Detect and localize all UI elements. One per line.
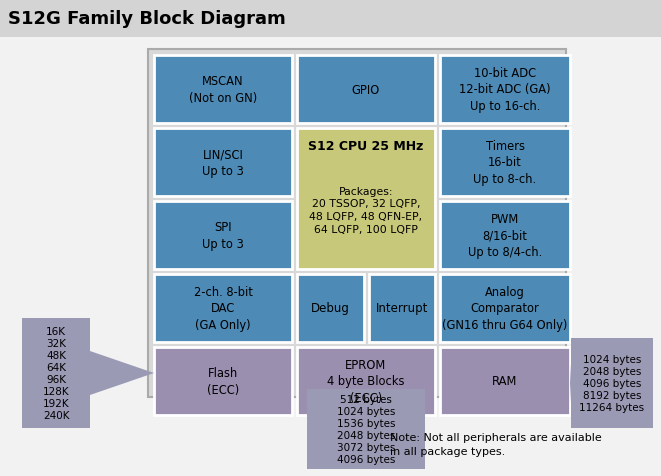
Bar <box>571 338 653 428</box>
Text: S12G Family Block Diagram: S12G Family Block Diagram <box>8 10 286 28</box>
Text: S12 CPU 25 MHz: S12 CPU 25 MHz <box>308 140 424 153</box>
Text: GPIO: GPIO <box>352 83 380 96</box>
Bar <box>154 129 292 197</box>
Text: Interrupt: Interrupt <box>375 302 428 315</box>
Text: 512 bytes
1024 bytes
1536 bytes
2048 bytes
3072 bytes
4096 bytes: 512 bytes 1024 bytes 1536 bytes 2048 byt… <box>336 394 395 464</box>
Bar <box>440 56 570 124</box>
Text: 10-bit ADC
12-bit ADC (GA)
Up to 16-ch.: 10-bit ADC 12-bit ADC (GA) Up to 16-ch. <box>459 67 551 113</box>
Text: Flash
(ECC): Flash (ECC) <box>207 367 239 396</box>
Text: PWM
8/16-bit
Up to 8/4-ch.: PWM 8/16-bit Up to 8/4-ch. <box>468 213 542 258</box>
Polygon shape <box>570 363 571 403</box>
Text: Debug: Debug <box>311 302 350 315</box>
Text: 1024 bytes
2048 bytes
4096 bytes
8192 bytes
11264 bytes: 1024 bytes 2048 bytes 4096 bytes 8192 by… <box>580 354 644 412</box>
Bar <box>307 389 425 469</box>
Text: MSCAN
(Not on GN): MSCAN (Not on GN) <box>189 75 257 105</box>
Bar <box>154 56 292 124</box>
Text: Note: Not all peripherals are available
in all package types.: Note: Not all peripherals are available … <box>390 433 602 456</box>
Text: RAM: RAM <box>492 375 518 387</box>
Bar <box>440 347 570 415</box>
Text: Timers
16-bit
Up to 8-ch.: Timers 16-bit Up to 8-ch. <box>473 140 537 186</box>
Bar <box>297 347 435 415</box>
Bar <box>297 275 364 342</box>
Text: EPROM
4 byte Blocks
(ECC): EPROM 4 byte Blocks (ECC) <box>327 358 405 404</box>
Bar <box>154 201 292 269</box>
Bar <box>440 201 570 269</box>
Polygon shape <box>90 351 154 395</box>
Text: SPI
Up to 3: SPI Up to 3 <box>202 221 244 250</box>
Text: Packages:
20 TSSOP, 32 LQFP,
48 LQFP, 48 QFN-EP,
64 LQFP, 100 LQFP: Packages: 20 TSSOP, 32 LQFP, 48 LQFP, 48… <box>309 186 422 235</box>
Bar <box>368 275 435 342</box>
Bar <box>148 50 566 397</box>
Bar <box>440 275 570 342</box>
Text: 2-ch. 8-bit
DAC
(GA Only): 2-ch. 8-bit DAC (GA Only) <box>194 286 253 331</box>
Bar <box>154 347 292 415</box>
Text: 16K
32K
48K
64K
96K
128K
192K
240K: 16K 32K 48K 64K 96K 128K 192K 240K <box>43 327 69 420</box>
Bar <box>297 56 435 124</box>
Bar <box>0 0 661 38</box>
Bar <box>22 318 90 428</box>
Text: LIN/SCI
Up to 3: LIN/SCI Up to 3 <box>202 148 244 178</box>
Text: Analog
Comparator
(GN16 thru G64 Only): Analog Comparator (GN16 thru G64 Only) <box>442 286 568 331</box>
Bar <box>440 129 570 197</box>
Polygon shape <box>336 389 396 415</box>
Bar <box>154 275 292 342</box>
Bar <box>297 129 435 269</box>
